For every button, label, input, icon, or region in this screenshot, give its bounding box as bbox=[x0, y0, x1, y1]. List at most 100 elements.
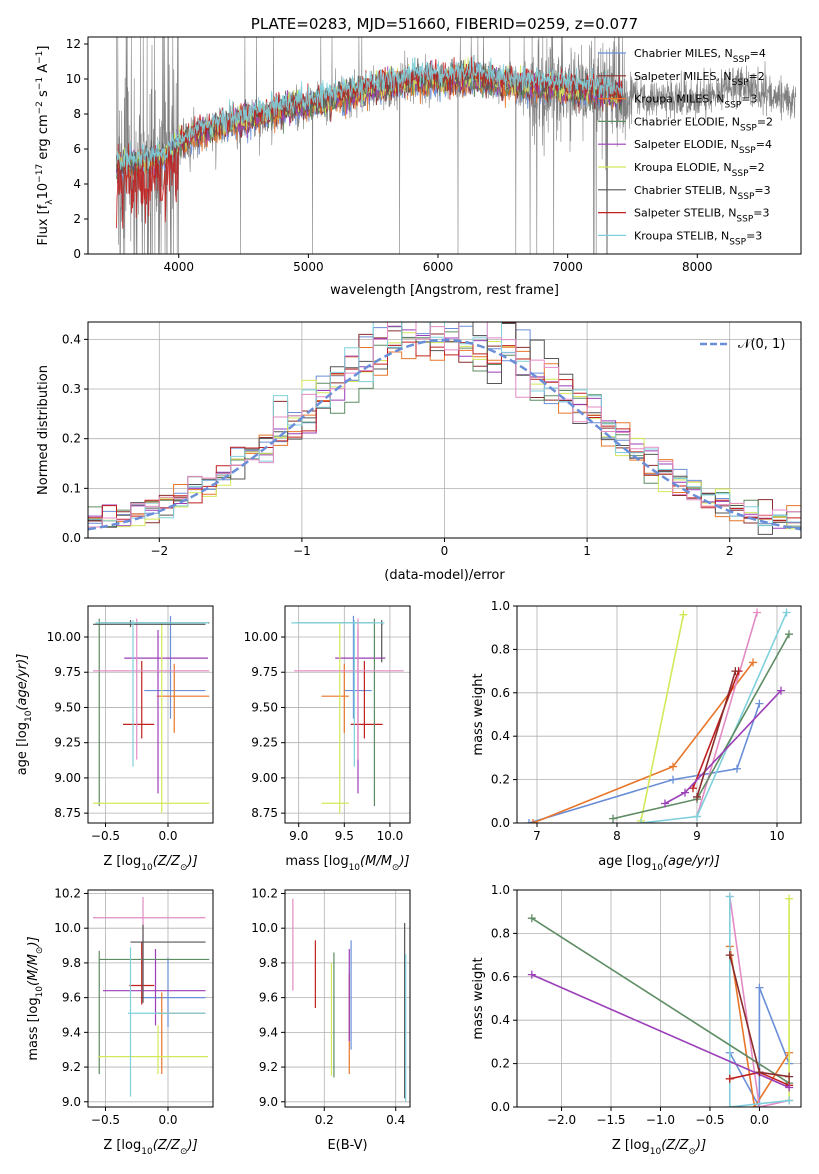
y-tick-label: 9.75 bbox=[54, 665, 81, 679]
x-axis-label: wavelength [Angstrom, rest frame] bbox=[330, 283, 559, 298]
x-axis-label-part: 10 bbox=[651, 863, 663, 873]
y-tick-label: 9.4 bbox=[62, 1025, 81, 1039]
error-bar-point bbox=[130, 924, 206, 1003]
y-tick-label: 9.2 bbox=[62, 1060, 81, 1074]
legend-entry-part: =3 bbox=[754, 184, 770, 197]
x-axis-label-part: ⊙ bbox=[180, 863, 188, 873]
legend-entry-part: =2 bbox=[749, 161, 765, 174]
age-vs-Z-plot-area bbox=[93, 615, 210, 814]
weight-line bbox=[528, 703, 761, 823]
x-tick-label: 0 bbox=[441, 544, 449, 558]
x-axis-label-part: ⊙ bbox=[180, 1147, 188, 1157]
x-axis-label-part: Z [log bbox=[612, 1138, 650, 1153]
plus-marker bbox=[785, 894, 794, 903]
axes-frame bbox=[516, 605, 802, 824]
plus-marker bbox=[725, 892, 734, 901]
age-vs-mass-plot-area bbox=[291, 615, 404, 814]
weight-series bbox=[529, 658, 757, 823]
legend-entry-part: SSP bbox=[738, 192, 755, 202]
error-bar-point bbox=[93, 622, 210, 814]
x-tick-label: 10.0 bbox=[377, 829, 404, 843]
plus-marker bbox=[753, 608, 761, 617]
legend-entry-part: Chabrier ELODIE, N bbox=[634, 115, 740, 128]
y-axis-label: age [log10(age/yr)] bbox=[15, 654, 34, 776]
weight-series bbox=[637, 610, 688, 823]
residual-histogram-step bbox=[88, 341, 801, 522]
y-tick-label: 9.25 bbox=[251, 736, 278, 750]
plus-marker bbox=[525, 819, 533, 823]
mass-vs-EBV-panel: 0.2 0.4 9.0 9.2 9.4 9.6 9.8 10.0 10.2 E(B-V) bbox=[251, 886, 411, 1153]
spectrum-panel: PLATE=0283, MJD=51660, FIBERID=0259, z=0… bbox=[35, 15, 802, 298]
plus-marker bbox=[669, 762, 677, 771]
y-axis-label-part: 10 bbox=[24, 710, 34, 722]
legend-entry: Chabrier MILES, NSSP=4 bbox=[634, 47, 766, 65]
y-tick-label: 1.0 bbox=[491, 883, 510, 897]
y-tick-label: 0.0 bbox=[491, 1100, 510, 1114]
x-tick-label: −0.5 bbox=[91, 829, 120, 843]
x-tick-label: 9.5 bbox=[335, 829, 354, 843]
legend-entry: Kroupa ELODIE, NSSP=2 bbox=[634, 161, 765, 179]
weight-vs-Z-panel: −2.0 −1.5 −1.0 −0.5 0.0 0.0 0.2 0.4 0.6 0.8 1.0 Z [… bbox=[471, 883, 802, 1157]
x-tick-label: −1.5 bbox=[596, 1113, 625, 1127]
y-tick-label: 0.6 bbox=[491, 686, 510, 700]
legend-entry-part: SSP bbox=[740, 123, 757, 133]
mass-vs-Z-panel: −0.5 0.09.09.29.49.69.810.010.2Z [log10(Z… bbox=[26, 886, 214, 1157]
legend-entry-part: Kroupa STELIB, N bbox=[634, 229, 729, 242]
legend-entry: Salpeter ELODIE, NSSP=4 bbox=[634, 138, 772, 156]
plus-marker bbox=[669, 775, 677, 784]
weight-series bbox=[661, 686, 785, 808]
error-bar-point bbox=[321, 622, 349, 814]
x-axis-label-part: )] bbox=[187, 1138, 198, 1153]
y-tick-label: 0.2 bbox=[491, 773, 510, 787]
plus-marker bbox=[755, 699, 764, 708]
y-tick-label: 9.4 bbox=[259, 1025, 278, 1039]
normal-reference-curve bbox=[88, 338, 801, 531]
legend-entry-part: SSP bbox=[729, 237, 746, 247]
y-axis-label-part: 10 bbox=[36, 183, 51, 200]
legend-entry-part: SSP bbox=[732, 78, 749, 88]
y-axis-label-part: −17 bbox=[35, 164, 45, 183]
plus-marker bbox=[529, 819, 537, 823]
x-axis-label-part: 10 bbox=[650, 1147, 662, 1157]
y-tick-label: 0.2 bbox=[491, 1057, 510, 1071]
weight-line bbox=[532, 661, 754, 823]
error-bar-point bbox=[381, 620, 383, 663]
y-tick-label: 6 bbox=[73, 142, 81, 156]
legend-entry-part: Kroupa MILES, N bbox=[634, 93, 724, 106]
weight-line bbox=[612, 633, 790, 820]
x-axis-label-part: (age/yr)] bbox=[663, 854, 720, 869]
x-axis-label-part: Z [log bbox=[103, 854, 141, 869]
plus-marker bbox=[785, 1083, 794, 1092]
weight-line bbox=[692, 670, 740, 789]
x-tick-label: −0.5 bbox=[695, 1113, 724, 1127]
plus-marker bbox=[777, 686, 785, 695]
error-bar-point bbox=[321, 663, 349, 733]
x-tick-label: 7 bbox=[533, 829, 541, 843]
plus-marker bbox=[782, 608, 791, 617]
weight-line bbox=[531, 917, 790, 1084]
axes-frame bbox=[87, 889, 214, 1108]
x-tick-label: 0.0 bbox=[158, 829, 177, 843]
x-tick-label: 7000 bbox=[552, 260, 583, 274]
y-axis-label-part: Flux [f bbox=[36, 204, 51, 245]
x-tick-label: 6000 bbox=[423, 260, 454, 274]
x-tick-label: 8000 bbox=[682, 260, 713, 274]
x-axis-label: (data-model)/error bbox=[384, 568, 505, 583]
spectrum-plot-area bbox=[116, 37, 797, 254]
y-tick-label: 0.4 bbox=[62, 332, 81, 346]
x-axis-label-part: 10 bbox=[141, 863, 153, 873]
y-axis-label-part: mass [log bbox=[26, 997, 41, 1060]
legend-entry-part: SSP bbox=[732, 169, 749, 179]
x-axis-label-part: (M/M bbox=[360, 854, 392, 869]
x-axis-label-part: )] bbox=[187, 854, 198, 869]
error-bar-point bbox=[294, 618, 404, 760]
x-axis-label-part: )] bbox=[398, 854, 409, 869]
y-tick-label: 0.8 bbox=[491, 926, 510, 940]
y-tick-label: 9.25 bbox=[54, 736, 81, 750]
x-axis-label: Z [log10(Z/Z⊙)] bbox=[103, 854, 197, 873]
y-tick-label: 0.0 bbox=[491, 816, 510, 830]
y-tick-label: 9.8 bbox=[62, 956, 81, 970]
x-axis-label: Z [log10(Z/Z⊙)] bbox=[612, 1138, 706, 1157]
